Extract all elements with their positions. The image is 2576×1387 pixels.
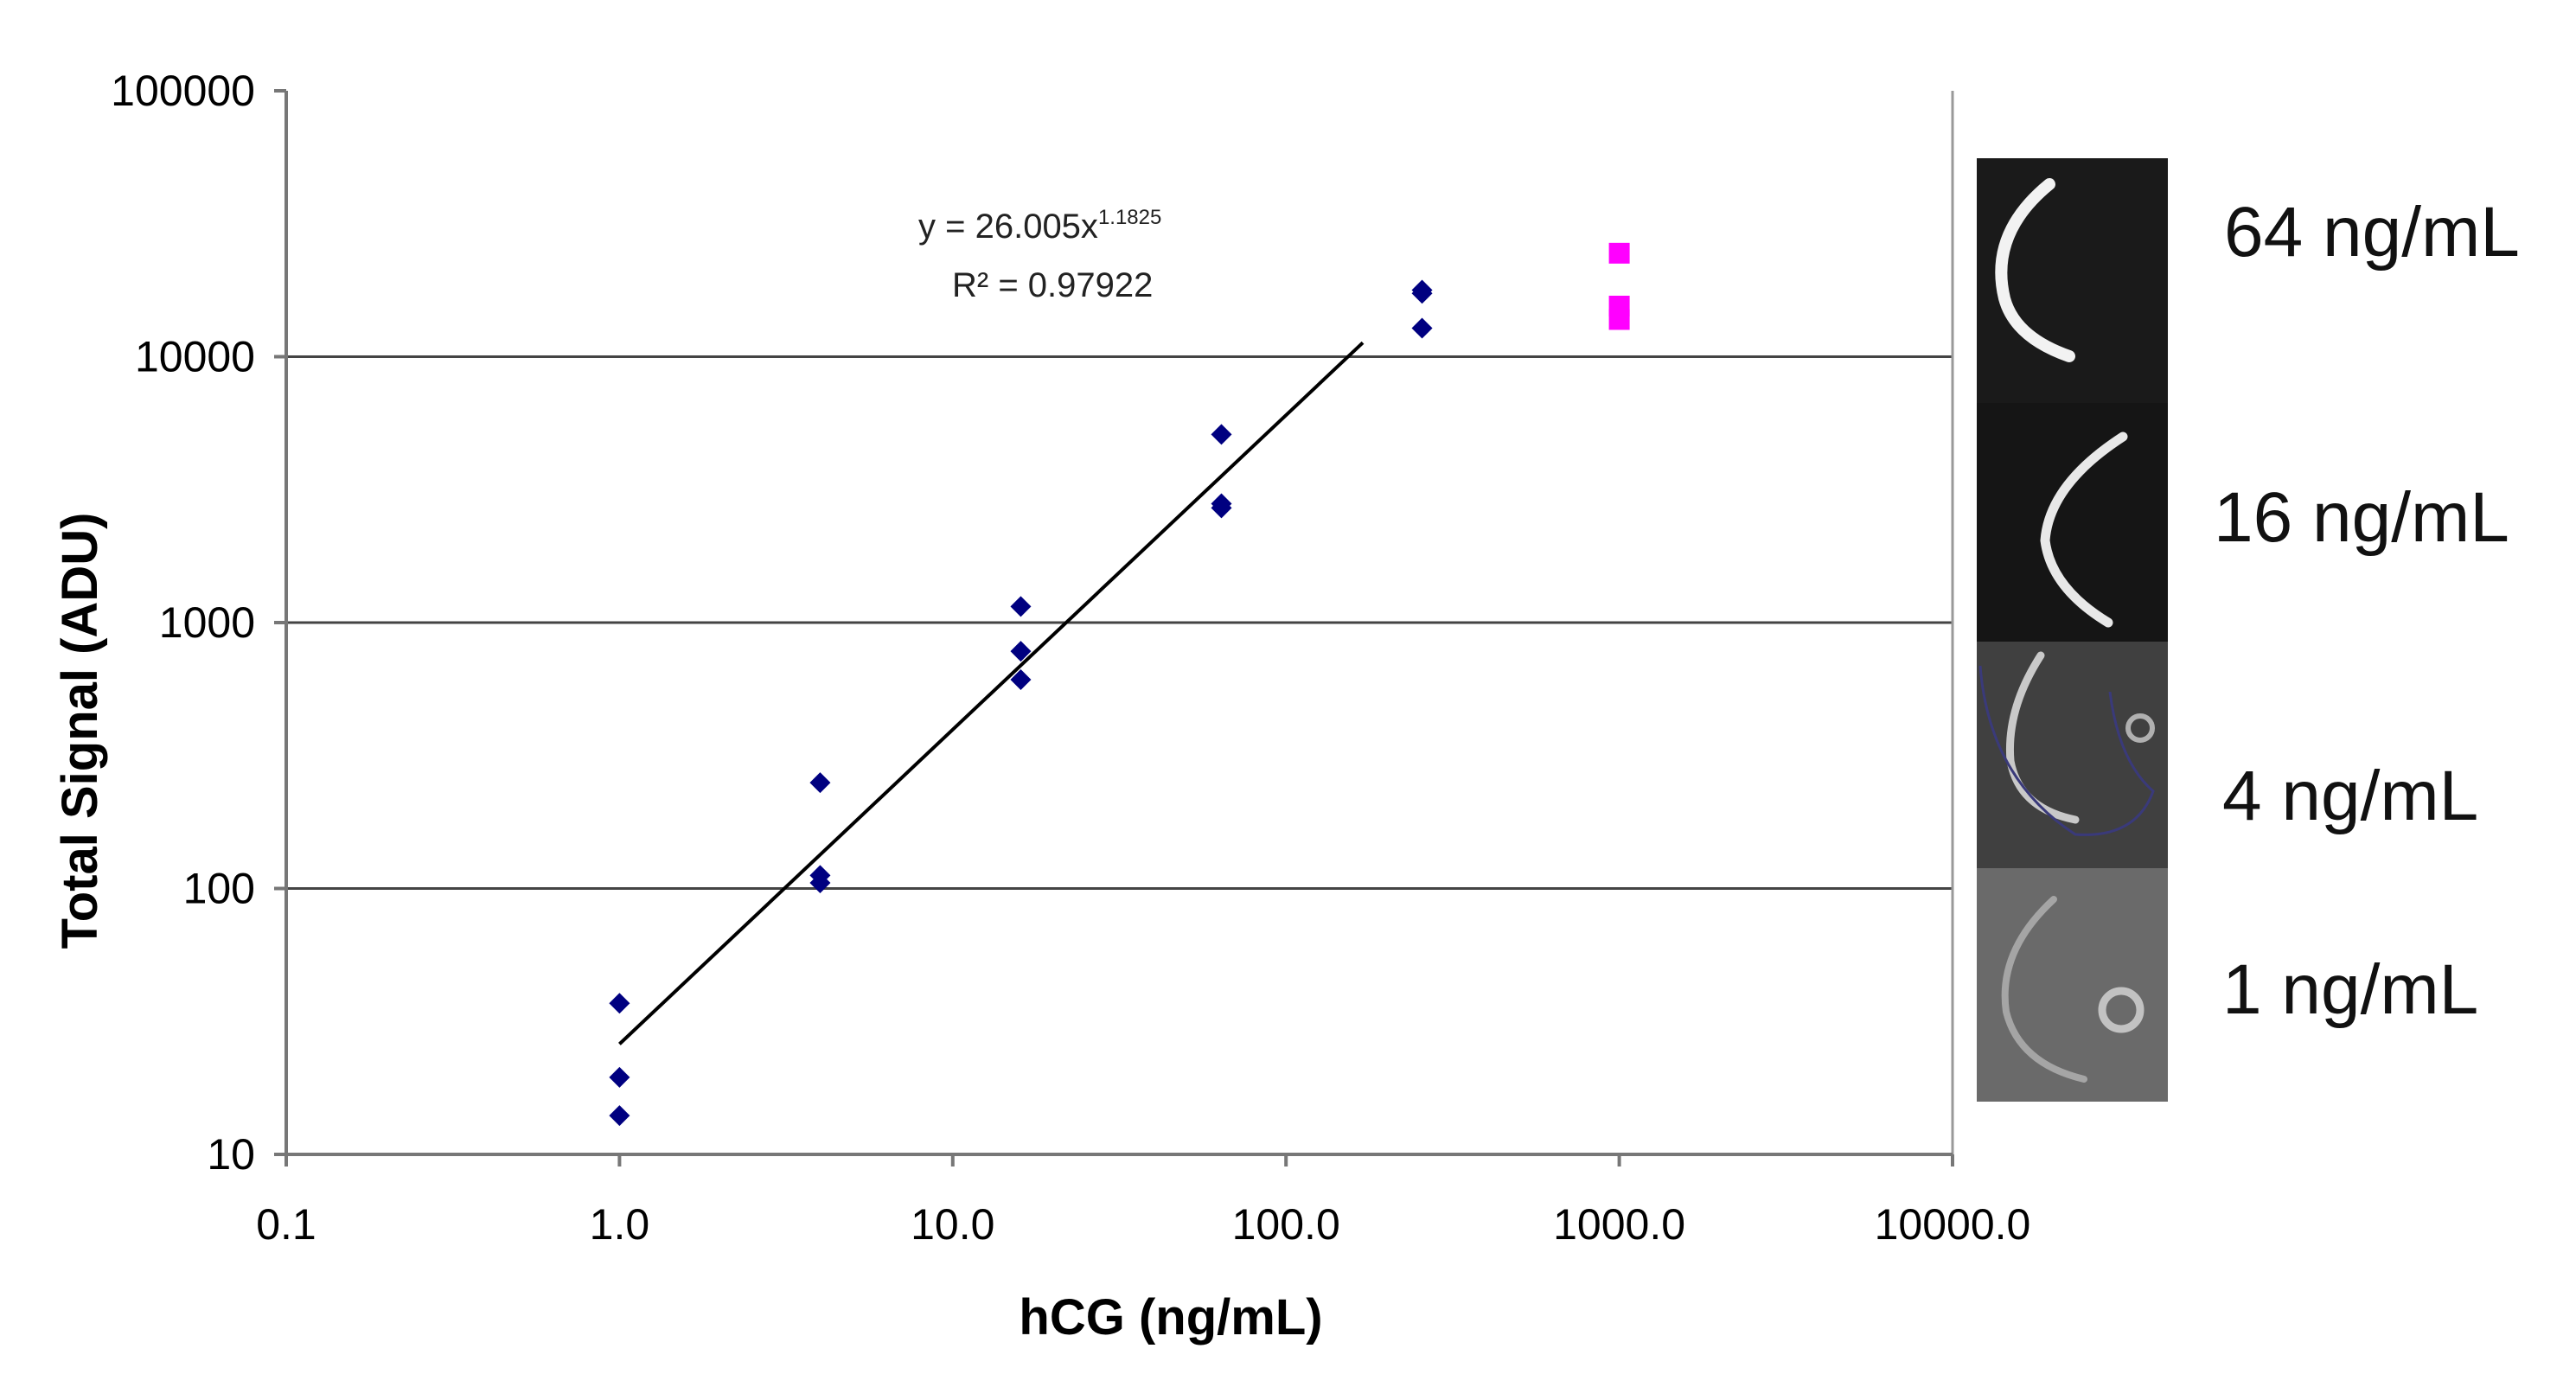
- y-tick-label: 1000: [159, 598, 255, 647]
- data-point-calibration: [609, 993, 630, 1014]
- strip-label-4: 4 ng/mL: [2222, 757, 2478, 835]
- image-panel-16: [1977, 403, 2168, 642]
- data-point-calibration: [1411, 283, 1433, 304]
- data-point-calibration: [1010, 669, 1032, 691]
- x-tick-label: 0.1: [256, 1200, 316, 1249]
- strip-label-1: 1 ng/mL: [2222, 950, 2478, 1029]
- data-point-calibration: [609, 1105, 630, 1127]
- data-point-calibration: [1211, 424, 1232, 445]
- data-point-calibration: [1010, 596, 1032, 617]
- image-panel-4: [1977, 642, 2168, 868]
- data-point-saturated: [1608, 242, 1630, 264]
- x-tick-label: 10.0: [911, 1200, 994, 1249]
- y-tick-label: 10: [207, 1130, 255, 1179]
- data-point-calibration: [809, 872, 831, 893]
- x-tick-label: 1000.0: [1553, 1200, 1685, 1249]
- image-panel-64: [1977, 158, 2168, 403]
- data-points: [609, 242, 1630, 1127]
- image-strip: [1977, 158, 2168, 1102]
- x-axis-title: hCG (ng/mL): [1019, 1289, 1322, 1345]
- y-tick-label: 100000: [111, 67, 255, 115]
- x-tick-label: 100.0: [1232, 1200, 1340, 1249]
- trendline-r2: R² = 0.97922: [952, 266, 1153, 304]
- data-point-calibration: [609, 1066, 630, 1088]
- strip-label-64: 64 ng/mL: [2224, 193, 2520, 272]
- data-point-saturated: [1608, 309, 1630, 330]
- y-tick-label: 10000: [135, 333, 255, 381]
- grid-lines: [286, 355, 1953, 890]
- x-axis-ticks: 0.1 1.0 10.0 100.0 1000.0 10000.0: [256, 1154, 2030, 1249]
- data-point-calibration: [1211, 497, 1232, 519]
- trendline: [618, 341, 1365, 1045]
- y-axis-title: Total Signal (ADU): [52, 513, 108, 949]
- strip-label-16: 16 ng/mL: [2214, 478, 2509, 557]
- x-tick-label: 10000.0: [1875, 1200, 2031, 1249]
- data-point-calibration: [809, 772, 831, 794]
- image-panel-1: [1977, 868, 2168, 1102]
- y-axis-ticks: 10 100 1000 10000 100000: [111, 67, 286, 1179]
- trendline-equation: y = 26.005x1.1825: [918, 206, 1161, 246]
- x-tick-label: 1.0: [590, 1200, 650, 1249]
- y-tick-label: 100: [183, 865, 255, 913]
- data-point-calibration: [1411, 317, 1433, 339]
- data-point-calibration: [1010, 641, 1032, 662]
